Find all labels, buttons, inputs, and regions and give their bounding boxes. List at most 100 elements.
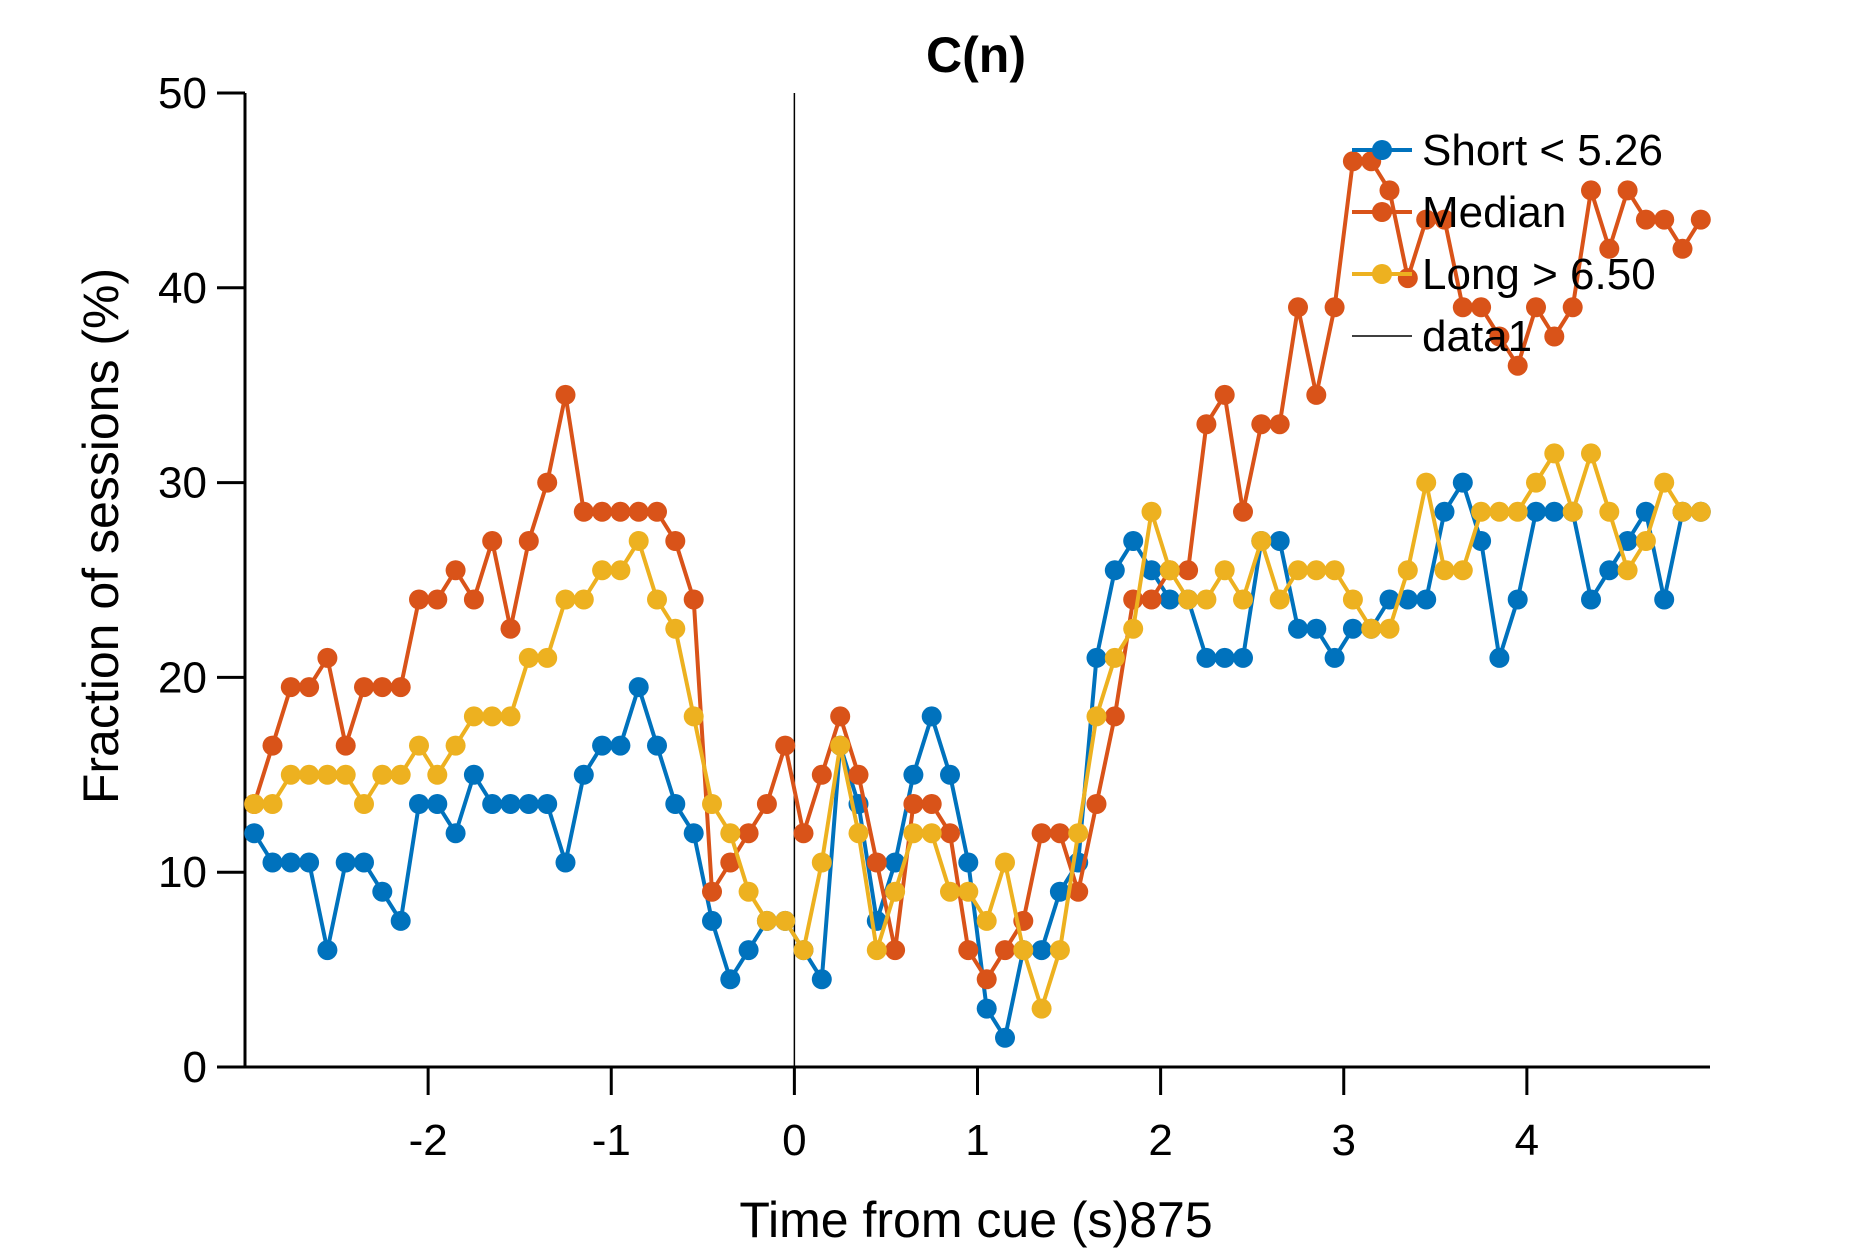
data-point xyxy=(720,969,741,990)
data-point xyxy=(262,852,283,873)
data-point xyxy=(1141,589,1162,610)
data-point xyxy=(958,940,979,961)
data-point xyxy=(702,881,722,902)
data-point xyxy=(573,589,594,610)
data-point xyxy=(1416,589,1437,610)
data-point xyxy=(592,560,613,581)
data-point xyxy=(885,940,906,961)
data-point xyxy=(903,794,924,814)
data-point xyxy=(1068,823,1089,844)
data-point xyxy=(1397,268,1418,289)
data-point xyxy=(537,647,558,668)
data-point xyxy=(1379,618,1400,639)
data-point xyxy=(903,764,924,785)
legend: Short < 5.26 Median Long > 6.50 data1 xyxy=(1352,126,1663,361)
data-point xyxy=(976,998,997,1019)
data-point xyxy=(592,735,613,756)
data-point xyxy=(1635,531,1656,551)
data-point xyxy=(976,910,997,931)
x-tick-label: -1 xyxy=(592,1116,631,1165)
data-point xyxy=(1031,940,1052,961)
data-point xyxy=(372,677,393,698)
data-point xyxy=(1562,501,1583,522)
data-point xyxy=(1159,589,1180,610)
series-line xyxy=(252,480,1701,1040)
x-axis-label: Time from cue (s)875 xyxy=(739,1192,1212,1248)
data-point xyxy=(280,677,301,698)
data-point xyxy=(1086,706,1107,727)
data-point xyxy=(1288,560,1308,581)
data-point xyxy=(1049,823,1070,844)
data-point xyxy=(1141,501,1162,522)
data-point xyxy=(1452,560,1473,581)
data-point xyxy=(1104,560,1125,581)
y-tick-label: 40 xyxy=(158,264,207,313)
y-axis-label: Fraction of sessions (%) xyxy=(73,268,129,804)
data-point xyxy=(1617,180,1638,201)
y-tick-label: 50 xyxy=(158,69,207,118)
data-point xyxy=(1617,531,1638,551)
data-point xyxy=(775,735,796,756)
data-point xyxy=(1049,881,1070,902)
y-tick-label: 30 xyxy=(158,459,207,508)
data-point xyxy=(1562,297,1583,318)
data-point xyxy=(518,647,539,668)
data-point xyxy=(702,794,722,814)
data-point xyxy=(738,940,759,961)
data-point xyxy=(427,794,448,814)
data-point xyxy=(555,384,576,405)
data-point xyxy=(500,794,521,814)
data-point xyxy=(1214,560,1235,581)
data-point xyxy=(1214,647,1235,668)
data-point xyxy=(1654,472,1675,493)
data-point xyxy=(738,823,759,844)
data-point xyxy=(573,501,594,522)
ticks: 0 10 20 30 40 50 -2 -1 0 1 2 3 4 xyxy=(158,69,1539,1165)
data-point xyxy=(1013,940,1034,961)
data-point xyxy=(1233,589,1253,610)
data-point xyxy=(1214,384,1235,405)
data-point xyxy=(1507,501,1528,522)
data-point xyxy=(1654,589,1675,610)
series-2 xyxy=(244,443,1711,1019)
data-point xyxy=(1306,618,1327,639)
data-point xyxy=(482,794,503,814)
legend-label: Short < 5.26 xyxy=(1422,126,1663,175)
legend-label: Long > 6.50 xyxy=(1422,250,1656,299)
chart-title: C(n) xyxy=(926,27,1026,83)
data-point xyxy=(299,677,320,698)
data-point xyxy=(830,735,851,756)
data-point xyxy=(1581,180,1601,201)
data-point xyxy=(1251,531,1272,551)
data-point xyxy=(244,794,265,814)
data-point xyxy=(1581,589,1601,610)
data-point xyxy=(1526,297,1546,318)
data-point xyxy=(921,794,942,814)
data-point xyxy=(317,647,338,668)
data-point xyxy=(1324,560,1345,581)
data-point xyxy=(299,852,320,873)
data-point xyxy=(1544,443,1565,464)
data-point xyxy=(1635,209,1656,230)
data-point xyxy=(555,589,576,610)
data-point xyxy=(811,969,832,990)
data-point xyxy=(335,764,356,785)
data-point xyxy=(610,735,631,756)
data-point xyxy=(1141,560,1162,581)
data-point xyxy=(1324,297,1345,318)
y-tick-label: 10 xyxy=(158,848,207,897)
data-point xyxy=(1434,501,1455,522)
data-point xyxy=(1599,501,1620,522)
y-tick-label: 0 xyxy=(183,1043,207,1092)
data-point xyxy=(409,794,429,814)
data-point xyxy=(1544,326,1565,347)
data-point xyxy=(1489,326,1510,347)
data-point xyxy=(1471,297,1492,318)
data-point xyxy=(1471,531,1492,551)
data-point xyxy=(1507,589,1528,610)
data-point xyxy=(610,560,631,581)
data-point xyxy=(1581,443,1601,464)
data-point xyxy=(409,589,429,610)
data-point xyxy=(1086,647,1107,668)
